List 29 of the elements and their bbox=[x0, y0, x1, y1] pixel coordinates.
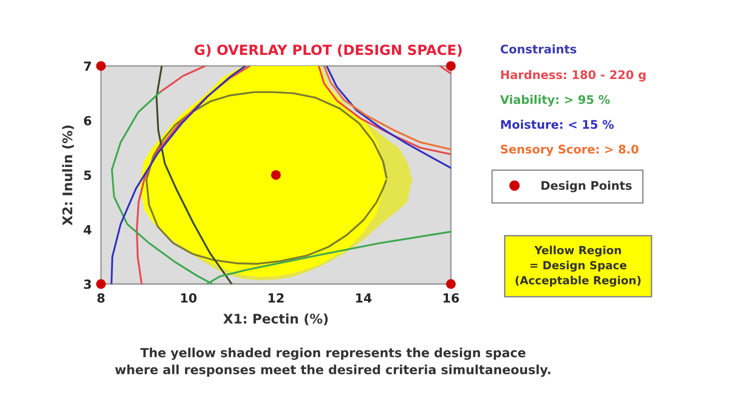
point bbox=[96, 61, 106, 71]
legend-label: Design Points bbox=[542, 180, 632, 192]
point bbox=[96, 279, 106, 289]
x-tick-label: 12 bbox=[268, 293, 284, 303]
text: Sensory Score: > 8.0 bbox=[500, 144, 638, 156]
x-tick-label: 8 bbox=[97, 293, 105, 303]
point bbox=[446, 279, 456, 289]
y-tick-label: 3 bbox=[84, 279, 91, 289]
text: Yellow Region = Design Space (Acceptable Region) bbox=[516, 246, 641, 287]
point bbox=[271, 170, 281, 180]
text: The yellow shaded region represents the design space where all responses meet the desired criteria simultaneously. bbox=[115, 348, 550, 377]
y-tick-label: 7 bbox=[84, 62, 91, 71]
text: Viability: > 95 % bbox=[500, 94, 610, 106]
line-series bbox=[146, 91, 388, 265]
x-tick-label: 10 bbox=[181, 293, 197, 303]
y-tick-label: 4 bbox=[84, 225, 92, 234]
text: Hardness: 180 - 220 g bbox=[501, 70, 646, 82]
x-tick-label: 14 bbox=[356, 293, 372, 303]
x-tick-label: 16 bbox=[444, 293, 459, 303]
chart-title: G) OVERLAY PLOT (DESIGN SPACE) bbox=[194, 44, 462, 57]
y-axis-title: X2: Inulin (%) bbox=[62, 126, 74, 226]
text: Moisture: < 15 % bbox=[501, 120, 614, 129]
x-axis-title: X1: Pectin (%) bbox=[223, 313, 328, 326]
line-series bbox=[156, 66, 233, 284]
y-tick-label: 5 bbox=[84, 170, 92, 180]
y-tick-label: 6 bbox=[84, 116, 92, 126]
line-series bbox=[323, 66, 451, 150]
point bbox=[446, 61, 456, 71]
legend-title: Constraints bbox=[500, 44, 576, 54]
